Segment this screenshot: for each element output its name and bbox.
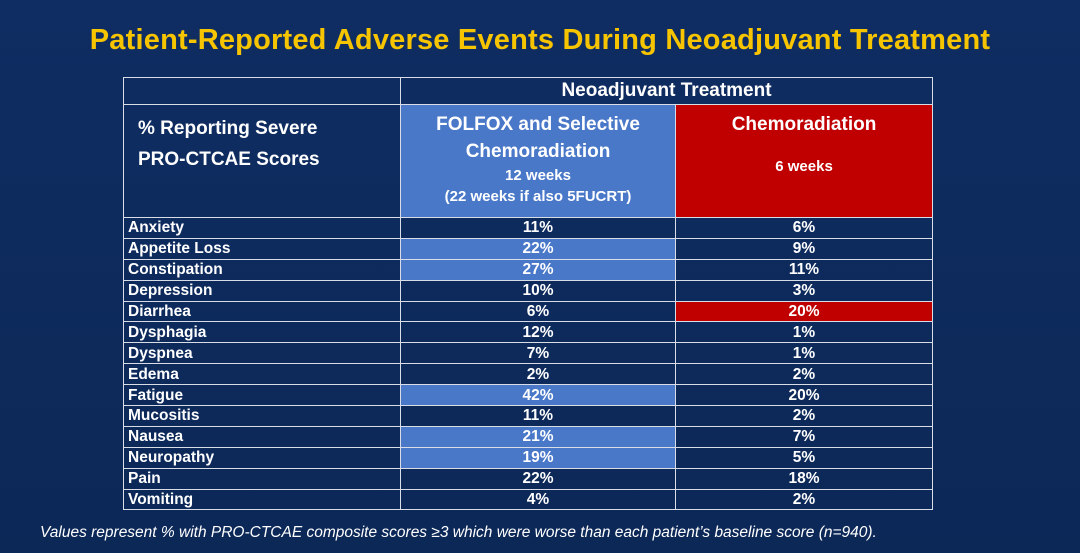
empty-corner-cell bbox=[123, 77, 401, 105]
table-row: Diarrhea 6% 20% bbox=[123, 300, 934, 323]
folfox-value: 10% bbox=[400, 279, 676, 302]
chemoradiation-value: 11% bbox=[674, 258, 934, 281]
chemoradiation-name: Chemoradiation bbox=[731, 114, 877, 135]
chemoradiation-value: 2% bbox=[674, 405, 934, 427]
table-row: Vomiting 4% 2% bbox=[123, 488, 934, 511]
chemoradiation-value: 1% bbox=[674, 342, 934, 365]
folfox-name-line2: Chemoradiation bbox=[465, 141, 611, 162]
adverse-event-label: Appetite Loss bbox=[123, 237, 401, 260]
folfox-value: 4% bbox=[400, 488, 676, 511]
adverse-event-label: Nausea bbox=[123, 425, 401, 448]
table-row: Dysphagia 12% 1% bbox=[123, 321, 934, 344]
group-header: Neoadjuvant Treatment bbox=[399, 77, 934, 105]
folfox-duration-note: (22 weeks if also 5FUCRT) bbox=[444, 188, 632, 205]
table-row: Appetite Loss 22% 9% bbox=[123, 237, 934, 260]
chemoradiation-column-header: Chemoradiation 6 weeks bbox=[674, 104, 934, 218]
chemoradiation-value: 2% bbox=[674, 363, 934, 386]
footnote: Values represent % with PRO-CTCAE compos… bbox=[40, 524, 877, 541]
folfox-value: 27% bbox=[400, 258, 676, 281]
table-row: Nausea 21% 7% bbox=[123, 425, 934, 448]
folfox-value: 11% bbox=[400, 405, 676, 427]
table-body: Anxiety 11% 6% Appetite Loss 22% 9% Constipati… bbox=[123, 217, 934, 511]
chemoradiation-value: 1% bbox=[674, 321, 934, 344]
slide-title: Patient-Reported Adverse Events During N… bbox=[89, 24, 991, 56]
folfox-name-line1: FOLFOX and Selective bbox=[436, 114, 640, 135]
folfox-value: 2% bbox=[400, 363, 676, 386]
table-row: Pain 22% 18% bbox=[123, 467, 934, 490]
adverse-event-label: Depression bbox=[123, 279, 401, 302]
chemoradiation-value: 7% bbox=[674, 425, 934, 448]
folfox-value: 22% bbox=[400, 237, 676, 260]
table-row: Depression 10% 3% bbox=[123, 279, 934, 302]
chemoradiation-value: 3% bbox=[674, 279, 934, 302]
adverse-event-label: Mucositis bbox=[123, 405, 401, 427]
chemoradiation-value: 2% bbox=[674, 488, 934, 511]
adverse-event-label: Dysphagia bbox=[123, 321, 401, 344]
row-header-line2: PRO-CTCAE Scores bbox=[138, 149, 320, 170]
chemoradiation-value: 5% bbox=[674, 446, 934, 469]
adverse-event-label: Edema bbox=[123, 363, 401, 386]
adverse-event-label: Dyspnea bbox=[123, 342, 401, 365]
table-row: Mucositis 11% 2% bbox=[123, 405, 934, 427]
chemoradiation-value: 18% bbox=[674, 467, 934, 490]
group-header-row: Neoadjuvant Treatment bbox=[123, 77, 934, 105]
folfox-column-header: FOLFOX and Selective Chemoradiation 12 w… bbox=[400, 104, 676, 218]
adverse-event-label: Constipation bbox=[123, 258, 401, 281]
table-row: Edema 2% 2% bbox=[123, 363, 934, 386]
folfox-value: 21% bbox=[400, 425, 676, 448]
chemoradiation-value: 6% bbox=[674, 217, 934, 239]
adverse-event-label: Fatigue bbox=[123, 384, 401, 407]
folfox-value: 19% bbox=[400, 446, 676, 469]
folfox-value: 42% bbox=[400, 384, 676, 407]
folfox-value: 7% bbox=[400, 342, 676, 365]
chemoradiation-duration: 6 weeks bbox=[775, 158, 833, 175]
adverse-event-label: Pain bbox=[123, 467, 401, 490]
folfox-value: 6% bbox=[400, 300, 676, 323]
folfox-value: 11% bbox=[400, 217, 676, 239]
adverse-event-label: Diarrhea bbox=[123, 300, 401, 323]
folfox-duration: 12 weeks bbox=[505, 167, 571, 184]
table-row: Constipation 27% 11% bbox=[123, 258, 934, 281]
chemoradiation-value: 20% bbox=[674, 300, 934, 323]
adverse-events-table: Neoadjuvant Treatment % Reporting Severe… bbox=[123, 77, 934, 511]
chemoradiation-value: 20% bbox=[674, 384, 934, 407]
table-row: Neuropathy 19% 5% bbox=[123, 446, 934, 469]
row-header-cell: % Reporting Severe PRO-CTCAE Scores bbox=[123, 104, 401, 218]
chemoradiation-value: 9% bbox=[674, 237, 934, 260]
adverse-event-label: Vomiting bbox=[123, 488, 401, 511]
adverse-event-label: Neuropathy bbox=[123, 446, 401, 469]
folfox-value: 12% bbox=[400, 321, 676, 344]
table-row: Fatigue 42% 20% bbox=[123, 384, 934, 407]
table-row: Dyspnea 7% 1% bbox=[123, 342, 934, 365]
table-row: Anxiety 11% 6% bbox=[123, 217, 934, 239]
adverse-event-label: Anxiety bbox=[123, 217, 401, 239]
folfox-value: 22% bbox=[400, 467, 676, 490]
column-header-row: % Reporting Severe PRO-CTCAE Scores FOLF… bbox=[123, 104, 934, 218]
row-header-line1: % Reporting Severe bbox=[138, 118, 318, 139]
